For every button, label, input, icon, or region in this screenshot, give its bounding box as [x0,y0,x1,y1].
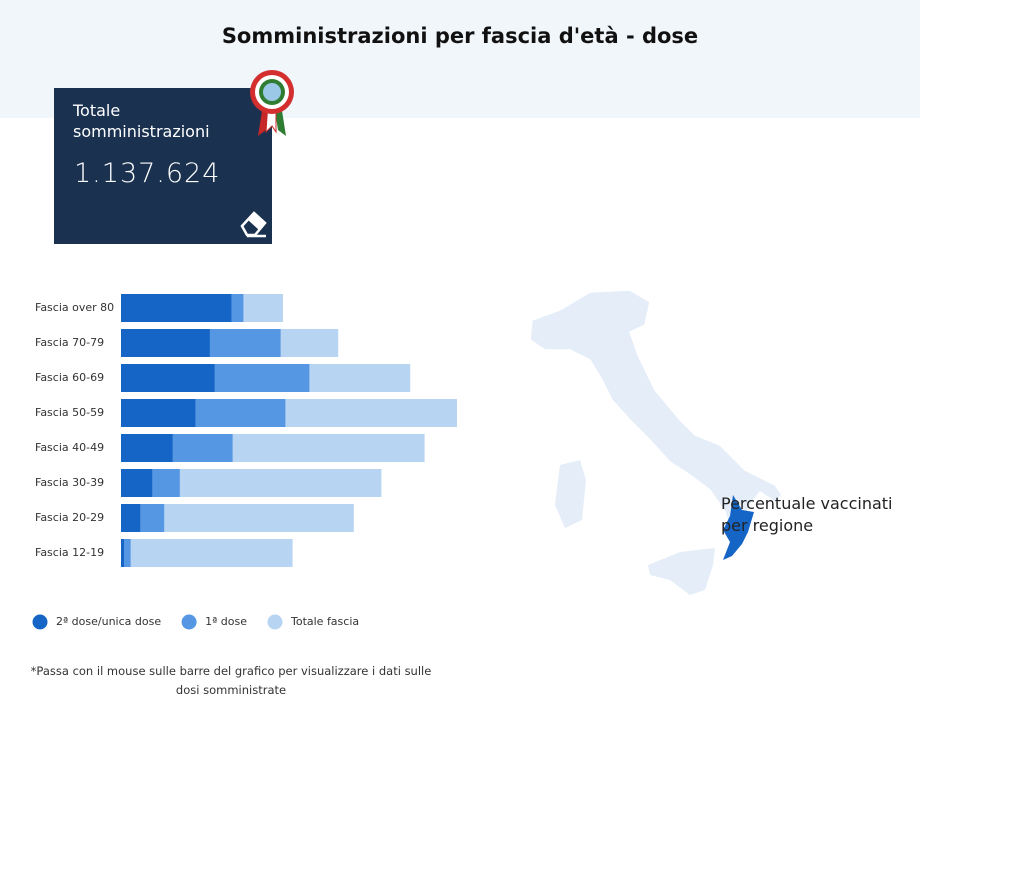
category-label: Fascia 60-69 [35,371,104,384]
bar-chart: Fascia over 80 Fascia 70-79 Fascia 60-69 Fa… [32,294,457,630]
bar[interactable] [121,539,124,567]
legend-label: Totale fascia [290,615,359,628]
legend-label: 2ª dose/unica dose [56,615,161,628]
card-value: 1.137.624 [74,158,221,189]
category-label: Fascia 40-49 [35,441,104,454]
category-label: Fascia over 80 [35,301,114,314]
legend-swatch [267,614,283,630]
map-label: Percentuale vaccinati per regione [721,494,893,535]
footnote: *Passa con il mouse sulle barre del graf… [30,664,432,697]
bar[interactable] [121,539,131,567]
eraser-icon[interactable] [238,208,268,238]
bar[interactable] [121,294,232,322]
bar[interactable] [121,469,153,497]
bar[interactable] [121,539,293,567]
calabria[interactable] [723,495,754,560]
sardinia [555,460,586,528]
card-label: Totale somministrazioni [73,101,210,141]
bar[interactable] [121,504,141,532]
category-label: Fascia 30-39 [35,476,104,489]
mainland [529,289,783,529]
bar[interactable] [121,399,196,427]
category-label: Fascia 50-59 [35,406,104,419]
page-title: Somministrazioni per fascia d'età - dose [221,24,699,48]
page: Somministrazioni per fascia d'età - dose… [0,0,920,697]
total-card: Totale somministrazioni 1.137.624 [54,88,272,244]
legend-label: 1ª dose [205,615,247,628]
bar[interactable] [121,329,210,357]
bar[interactable] [121,434,173,462]
rosette-icon [250,70,294,136]
category-label: Fascia 70-79 [35,336,104,349]
category-label: Fascia 12-19 [35,546,104,559]
legend-swatch [181,614,197,630]
italy-map [529,289,783,595]
category-label: Fascia 20-29 [35,511,104,524]
bar[interactable] [121,364,215,392]
legend-swatch [32,614,48,630]
sicily [648,548,715,595]
